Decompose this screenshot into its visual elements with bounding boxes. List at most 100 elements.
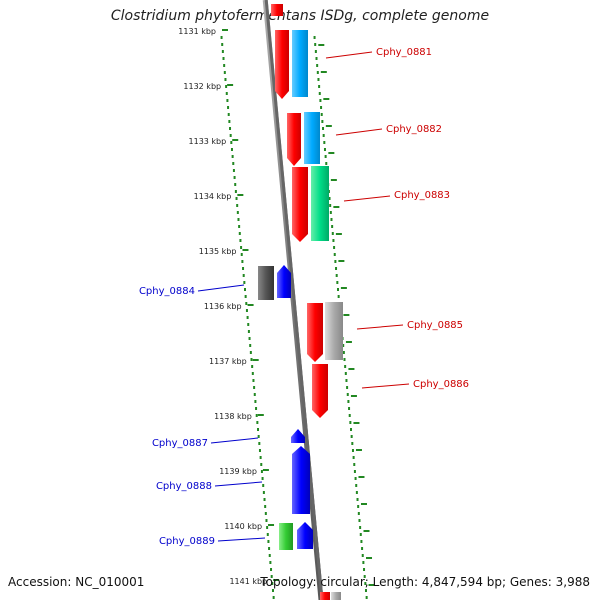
guide-dot [230, 141, 233, 144]
guide-dot [221, 50, 224, 53]
guide-dot [355, 484, 358, 487]
guide-dot [323, 148, 326, 151]
guide-dot [355, 491, 358, 494]
guide-dash [348, 368, 355, 370]
guide-dash [366, 557, 373, 559]
guide-dot [234, 183, 237, 186]
gene-label[interactable]: Cphy_0885 [407, 320, 463, 331]
backbone-core [264, 0, 324, 600]
gene-label[interactable]: Cphy_0881 [376, 47, 432, 58]
gene-arrow-reverse [292, 446, 310, 514]
guide-dash [335, 233, 342, 235]
guide-dot [238, 232, 241, 235]
guide-dot [364, 582, 367, 585]
guide-dot [318, 92, 321, 95]
guide-dot [270, 575, 273, 578]
guide-dash [340, 287, 347, 289]
guide-dot [329, 204, 332, 207]
gene-leader-line [325, 51, 373, 59]
guide-dot [242, 274, 245, 277]
guide-dot [349, 421, 352, 424]
scale-tick-mark [262, 469, 269, 471]
guide-dot [316, 71, 319, 74]
guide-dot [335, 267, 338, 270]
guide-dot [225, 85, 228, 88]
guide-dot [329, 211, 332, 214]
scale-tick-label: 1141 kbp [229, 577, 267, 586]
guide-dot [257, 435, 260, 438]
guide-dot [233, 176, 236, 179]
gene-label[interactable]: Cphy_0886 [413, 379, 469, 390]
gene-label[interactable]: Cphy_0889 [159, 536, 215, 547]
guide-dot [251, 372, 254, 375]
guide-dot [248, 337, 251, 340]
scale-tick-mark [222, 29, 228, 31]
gene-box [304, 112, 320, 164]
gene-arrow-forward [287, 113, 301, 166]
guide-dot [262, 491, 265, 494]
guide-dot [243, 281, 246, 284]
guide-dot [331, 225, 334, 228]
guide-dot [238, 225, 241, 228]
gene-label[interactable]: Cphy_0884 [139, 286, 195, 297]
guide-dot [336, 281, 339, 284]
guide-dot [320, 106, 323, 109]
gene-label[interactable]: Cphy_0882 [386, 124, 442, 135]
guide-dot [361, 554, 364, 557]
gene-box [292, 30, 308, 97]
guide-dot [250, 358, 253, 361]
guide-dot [261, 477, 264, 480]
guide-dot [265, 519, 268, 522]
guide-dot [322, 134, 325, 137]
guide-dot [353, 463, 356, 466]
guide-dot [251, 365, 254, 368]
guide-dot [222, 57, 225, 60]
guide-dot [334, 260, 337, 263]
scale-tick-mark [237, 194, 244, 196]
scale-tick-mark [247, 304, 254, 306]
guide-dot [343, 358, 346, 361]
scale-tick-label: 1140 kbp [224, 522, 262, 531]
guide-dot [314, 50, 317, 53]
guide-dash [343, 314, 350, 316]
guide-dot [272, 596, 275, 599]
guide-dot [226, 99, 229, 102]
guide-dot [253, 386, 256, 389]
guide-dot [360, 540, 363, 543]
guide-dash [345, 341, 352, 343]
guide-dot [247, 330, 250, 333]
gene-arrow-forward [275, 30, 289, 99]
gene-label[interactable]: Cphy_0887 [152, 438, 208, 449]
guide-dot [320, 113, 323, 116]
guide-dash [333, 206, 340, 208]
gene-label[interactable]: Cphy_0883 [394, 190, 450, 201]
gene-box [258, 266, 274, 300]
gene-leader-line [335, 128, 383, 136]
guide-dot [361, 547, 364, 550]
gene-leader-line [361, 383, 410, 389]
scale-tick-mark [252, 359, 259, 361]
guide-dot [318, 85, 321, 88]
guide-dot [333, 253, 336, 256]
guide-dot [325, 162, 328, 165]
guide-dot [223, 64, 226, 67]
guide-dot [330, 218, 333, 221]
guide-dot [247, 323, 250, 326]
guide-dot [363, 568, 366, 571]
gene-label[interactable]: Cphy_0888 [156, 481, 212, 492]
gene-box [279, 523, 293, 550]
scale-tick-label: 1137 kbp [209, 357, 247, 366]
guide-dot [230, 148, 233, 151]
guide-dot [236, 211, 239, 214]
guide-dot [344, 365, 347, 368]
guide-dot [362, 561, 365, 564]
guide-dot [225, 92, 228, 95]
guide-dot [241, 260, 244, 263]
scale-tick-label: 1131 kbp [178, 27, 216, 36]
guide-dot [356, 498, 359, 501]
guide-dot [240, 246, 243, 249]
guide-dot [271, 582, 274, 585]
guide-dot [333, 246, 336, 249]
guide-dot [317, 78, 320, 81]
